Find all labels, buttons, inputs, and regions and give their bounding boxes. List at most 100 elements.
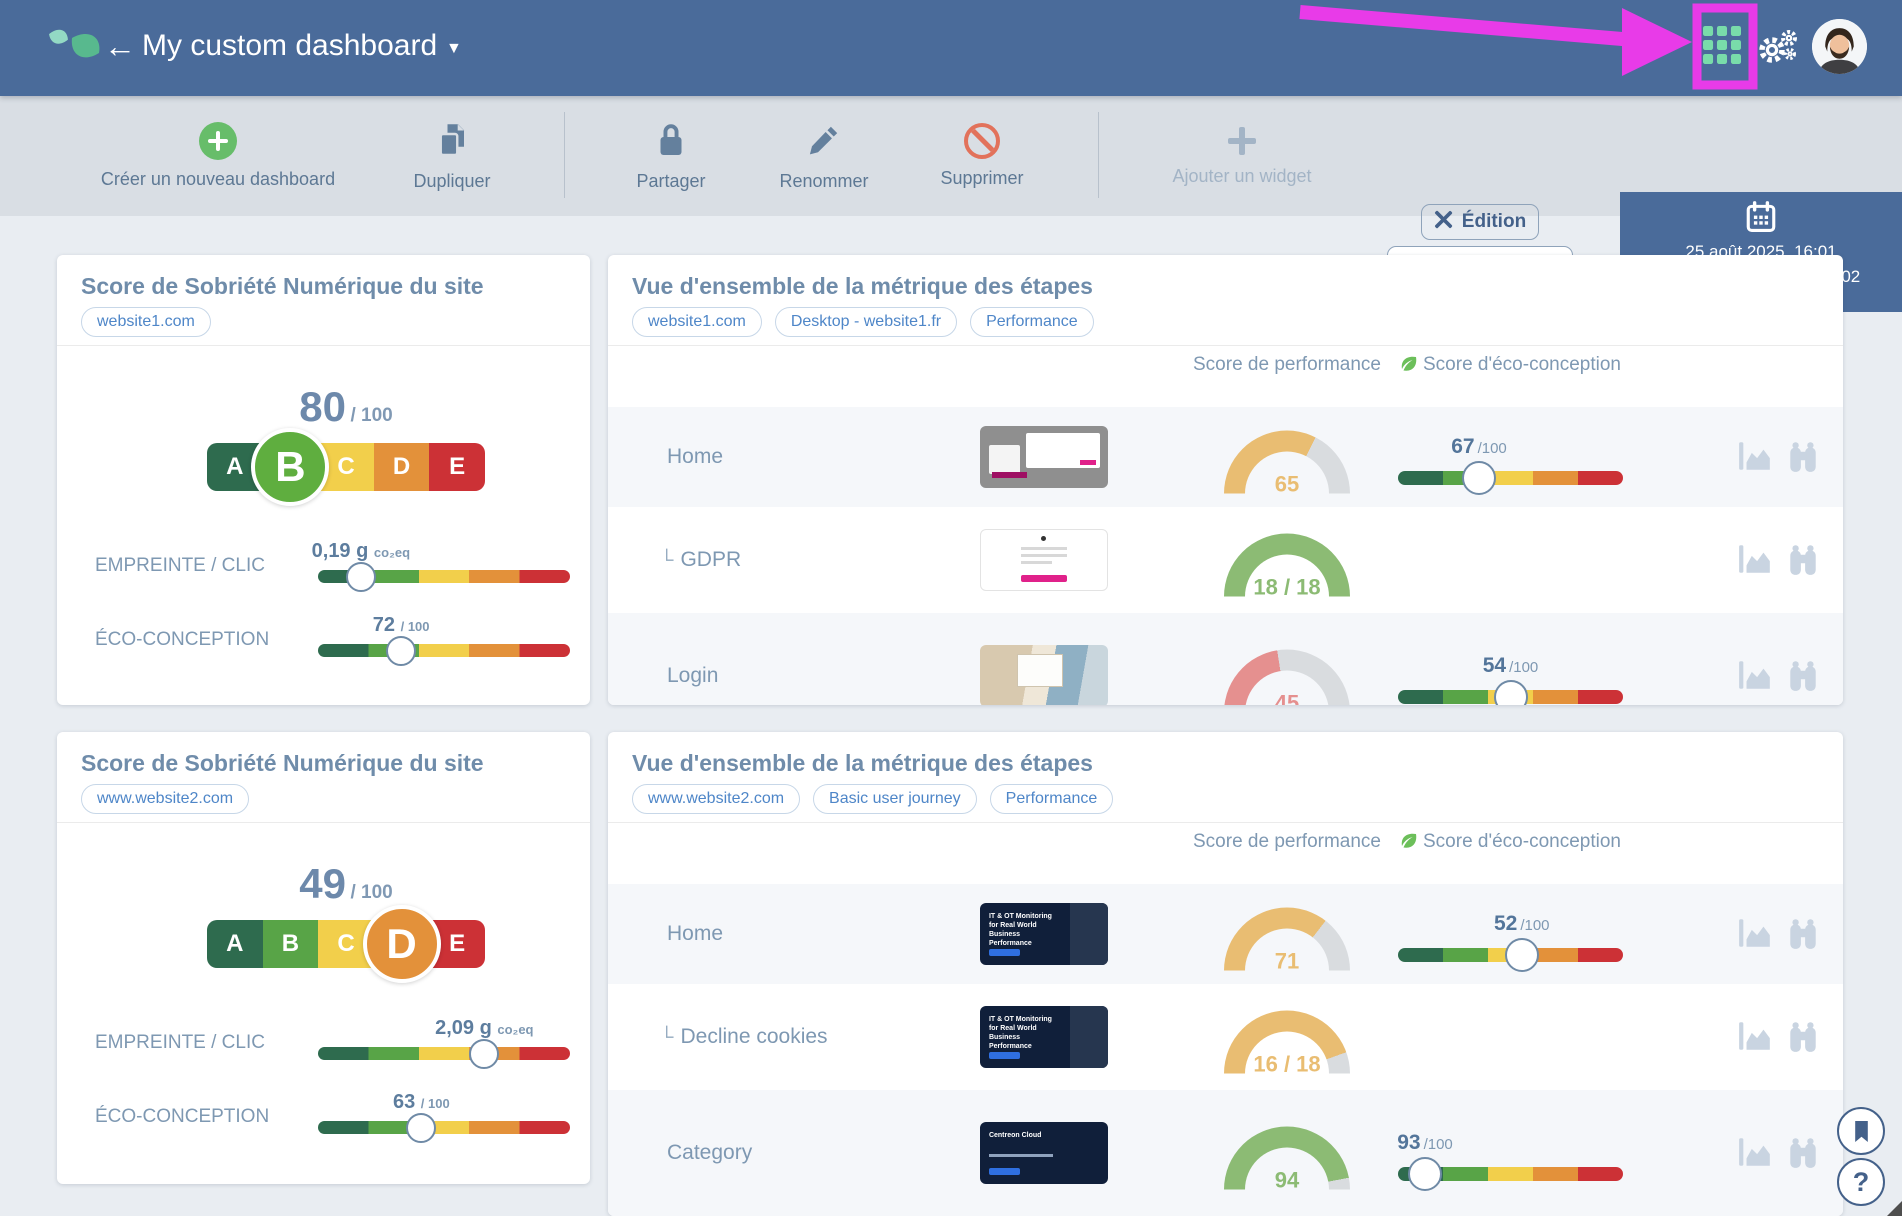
- step-thumbnail: [980, 529, 1108, 591]
- ban-icon: [964, 123, 1000, 159]
- eco-score-cell: 52/100: [1398, 902, 1623, 972]
- divider: [608, 345, 1843, 346]
- divider: [57, 822, 590, 823]
- chart-icon[interactable]: [1736, 1020, 1774, 1054]
- site-tag: www.website2.com: [81, 784, 250, 814]
- site-tag: website1.com: [81, 307, 211, 337]
- user-avatar[interactable]: [1812, 19, 1867, 74]
- resize-corner: [1887, 1201, 1902, 1216]
- grade-a: A: [207, 920, 263, 968]
- binoculars-icon[interactable]: [1784, 543, 1822, 577]
- step-thumbnail: [980, 426, 1108, 488]
- card-title: Score de Sobriété Numérique du site: [81, 273, 484, 299]
- site-tag: www.website2.com: [632, 784, 801, 814]
- page-title[interactable]: My custom dashboard: [142, 29, 438, 62]
- performance-gauge: 16 / 18: [1224, 1010, 1350, 1077]
- table-row: Login 45 54/100: [608, 613, 1843, 705]
- table-row: Home IT & OT Monitoring for Real World B…: [608, 884, 1843, 984]
- site-tag: website1.com: [632, 307, 762, 337]
- edition-mode-button[interactable]: Édition: [1421, 204, 1539, 240]
- step-name: └ Decline cookies: [660, 1025, 828, 1048]
- table-row: Category Centreon Cloud 94 93/100: [608, 1090, 1843, 1216]
- duplicate-button[interactable]: Dupliquer: [382, 110, 522, 202]
- table-row: └ GDPR 18 / 18: [608, 507, 1843, 613]
- ecodesign-gauge-bar: [318, 635, 570, 666]
- bookmark-button[interactable]: [1837, 1107, 1885, 1155]
- global-score: 49 / 100: [299, 860, 393, 907]
- chart-icon[interactable]: [1736, 659, 1774, 693]
- settings-gears-icon[interactable]: [1756, 28, 1800, 71]
- table-header: Score de performance Score d'éco-concept…: [608, 822, 1843, 884]
- leaf-icon: [1401, 356, 1417, 371]
- plus-icon: [1226, 125, 1258, 157]
- binoculars-icon[interactable]: [1784, 917, 1822, 951]
- grade-scale: A B C D E: [207, 905, 485, 983]
- grade-d: D: [362, 905, 441, 983]
- step-thumbnail: [980, 645, 1108, 705]
- binoculars-icon[interactable]: [1784, 440, 1822, 474]
- step-name: Login: [667, 664, 719, 687]
- performance-gauge: 65: [1224, 430, 1350, 497]
- bookmark-icon: [1854, 1120, 1868, 1142]
- binoculars-icon[interactable]: [1784, 659, 1822, 693]
- ecodesign-column-header: Score d'éco-conception: [1380, 353, 1640, 377]
- performance-gauge: 45: [1224, 649, 1350, 705]
- delete-button[interactable]: Supprimer: [912, 110, 1052, 202]
- eco-gauge-bar: [1398, 1157, 1623, 1191]
- gauge-marker: [1504, 938, 1539, 972]
- footprint-metric: EMPREINTE / CLIC 2,09 g co₂eq: [95, 1010, 570, 1069]
- add-widget-button[interactable]: Ajouter un widget: [1122, 110, 1362, 202]
- gauge-marker: [1493, 680, 1528, 705]
- selected-grade-badge: D: [362, 905, 441, 983]
- gauge-marker: [345, 561, 376, 592]
- toolbar-divider: [564, 112, 565, 198]
- sobriety-score-card-2: Score de Sobriété Numérique du site www.…: [57, 732, 590, 1184]
- gauge-marker: [406, 1112, 437, 1143]
- step-name: └ GDPR: [660, 548, 742, 571]
- table-header: Score de performance Score d'éco-concept…: [608, 345, 1843, 407]
- ecodesign-column-header: Score d'éco-conception: [1380, 830, 1640, 854]
- selected-grade-badge: B: [251, 428, 330, 506]
- copy-icon: [434, 121, 470, 162]
- share-button[interactable]: Partager: [606, 110, 736, 202]
- eco-gauge-bar: [1398, 461, 1623, 495]
- global-score: 80 / 100: [299, 383, 393, 430]
- eco-score-cell: 67/100: [1398, 425, 1623, 495]
- chart-icon[interactable]: [1736, 543, 1774, 577]
- grade-e: E: [429, 443, 485, 491]
- sobriety-score-card-1: Score de Sobriété Numérique du site webs…: [57, 255, 590, 705]
- chevron-down-icon[interactable]: ▼: [446, 40, 462, 57]
- metric-tag: Performance: [970, 307, 1094, 337]
- table-row: └ Decline cookies IT & OT Monitoring for …: [608, 984, 1843, 1090]
- app-logo-icon: [44, 22, 108, 77]
- grade-b: B: [251, 428, 330, 506]
- ecodesign-value: 63 / 100: [392, 1091, 450, 1113]
- chart-icon[interactable]: [1736, 440, 1774, 474]
- step-thumbnail: Centreon Cloud: [980, 1122, 1108, 1184]
- rename-button[interactable]: Renommer: [754, 110, 894, 202]
- gauge-marker: [1408, 1157, 1442, 1191]
- chart-icon[interactable]: [1736, 917, 1774, 951]
- leaf-icon: [1401, 833, 1417, 848]
- binoculars-icon[interactable]: [1784, 1136, 1822, 1170]
- card-title: Vue d'ensemble de la métrique des étapes: [632, 273, 1093, 299]
- help-button[interactable]: ?: [1837, 1158, 1885, 1206]
- steps-table: Home 65 67/100 └ GDPR 18 / 18: [608, 407, 1843, 705]
- binoculars-icon[interactable]: [1784, 1020, 1822, 1054]
- create-dashboard-button[interactable]: Créer un nouveau dashboard: [88, 110, 348, 202]
- eco-gauge-bar: [1398, 938, 1623, 972]
- calendar-icon: [1620, 200, 1902, 239]
- chart-icon[interactable]: [1736, 1136, 1774, 1170]
- card-title: Score de Sobriété Numérique du site: [81, 750, 484, 776]
- steps-table: Home IT & OT Monitoring for Real World B…: [608, 884, 1843, 1216]
- widgets-grid-icon[interactable]: [1703, 26, 1741, 67]
- step-thumbnail: IT & OT Monitoring for Real World Busine…: [980, 903, 1108, 965]
- dashboard-toolbar: Créer un nouveau dashboard Dupliquer Par…: [0, 96, 1902, 312]
- footprint-gauge-bar: [318, 561, 570, 592]
- pencil-icon: [806, 121, 842, 162]
- footprint-value: 2,09 g co₂eq: [435, 1017, 534, 1039]
- ecodesign-gauge-bar: [318, 1112, 570, 1143]
- step-thumbnail: IT & OT Monitoring for Real World Busine…: [980, 1006, 1108, 1068]
- ecodesign-value: 72 / 100: [372, 614, 430, 636]
- back-button[interactable]: ←: [104, 28, 136, 64]
